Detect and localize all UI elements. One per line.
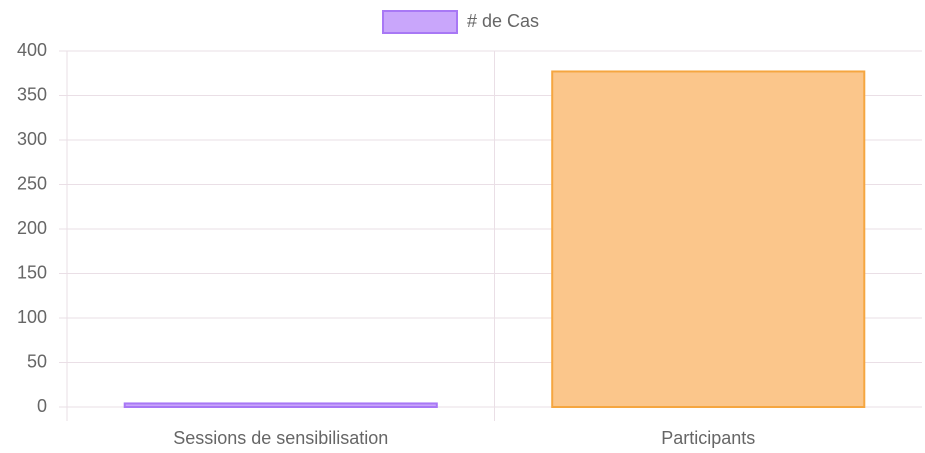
y-tick-label: 50 [27,351,47,371]
y-tick-label: 300 [17,129,47,149]
y-tick-label: 100 [17,307,47,327]
x-tick-label: Participants [661,428,755,448]
bar [551,70,866,408]
bar [123,402,438,409]
y-tick-label: 200 [17,218,47,238]
y-tick-label: 400 [17,40,47,60]
y-tick-label: 350 [17,84,47,104]
legend-swatch [382,10,458,34]
y-tick-label: 250 [17,173,47,193]
x-tick-label: Sessions de sensibilisation [173,428,388,448]
legend-label: # de Cas [467,11,539,31]
y-tick-label: 0 [37,396,47,416]
y-tick-label: 150 [17,262,47,282]
